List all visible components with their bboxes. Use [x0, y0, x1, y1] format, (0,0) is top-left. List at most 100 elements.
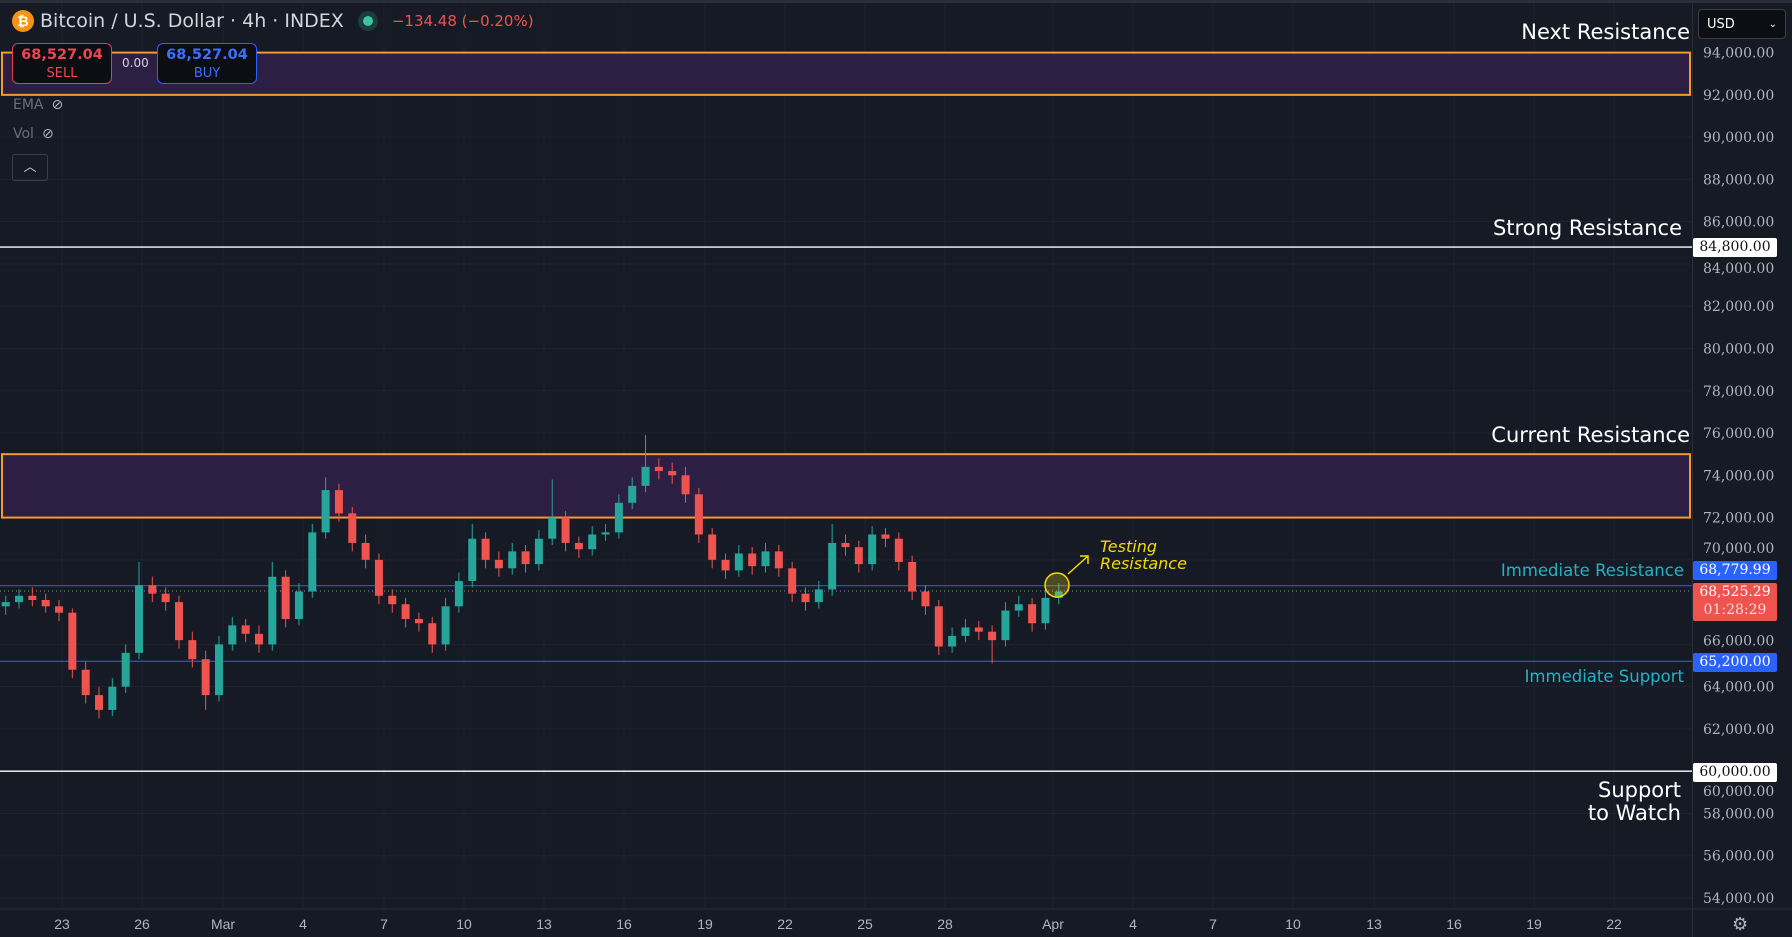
candle-body — [521, 551, 530, 565]
candle — [814, 580, 823, 609]
candle-body — [974, 627, 983, 632]
candle — [628, 477, 637, 510]
candle-body — [481, 538, 490, 560]
chevron-down-icon: ⌄ — [1768, 19, 1777, 30]
candle — [68, 608, 77, 679]
candle — [241, 619, 250, 643]
candle — [934, 599, 943, 655]
time-tick-label: 22 — [1606, 916, 1622, 932]
buy-label: BUY — [193, 66, 221, 81]
candle — [1054, 583, 1063, 605]
candle-body — [135, 585, 143, 653]
price-tick-label: 82,000.00 — [1703, 299, 1774, 315]
sell-price: 68,527.04 — [21, 47, 103, 63]
eye-off-icon[interactable]: ⊘ — [51, 97, 64, 113]
candle — [321, 477, 330, 539]
candle-body — [628, 485, 637, 503]
price-tick-label: 72,000.00 — [1703, 511, 1774, 527]
settings-gear-icon[interactable]: ⚙ — [1732, 914, 1749, 935]
candle — [654, 458, 663, 480]
last-price-badge: 68,525.29 01:28:29 — [1693, 583, 1777, 621]
candle — [268, 561, 277, 651]
candle — [174, 595, 183, 649]
candle-body — [1028, 604, 1037, 624]
candle-body — [908, 561, 917, 592]
candle-body — [881, 534, 890, 539]
price-tick-label: 90,000.00 — [1703, 130, 1774, 146]
indicator-ema[interactable]: EMA ⊘ — [13, 97, 63, 113]
time-tick-label: 28 — [937, 916, 953, 932]
currency-select[interactable]: USD ⌄ — [1698, 9, 1786, 39]
sell-label: SELL — [46, 66, 78, 81]
candle — [441, 597, 450, 651]
candle — [508, 542, 517, 575]
time-tick-label: 22 — [777, 916, 793, 932]
candle — [708, 528, 717, 569]
candle — [361, 534, 370, 569]
candle-body — [814, 589, 823, 603]
candle-body — [588, 534, 597, 550]
symbol-title[interactable]: Bitcoin / U.S. Dollar · 4h · INDEX — [40, 10, 344, 32]
candle-body — [294, 591, 303, 620]
collapse-indicators-button[interactable]: ︿ — [12, 154, 48, 181]
candle-body — [948, 635, 957, 647]
candle — [481, 532, 490, 569]
candle — [188, 631, 197, 668]
time-tick-label: 10 — [1285, 916, 1301, 932]
candle-body — [654, 466, 663, 472]
eye-off-icon[interactable]: ⊘ — [41, 126, 54, 142]
candle — [521, 545, 530, 573]
candle — [348, 507, 357, 552]
candle-body — [108, 686, 117, 710]
candle-body — [641, 466, 650, 486]
price-tick-label: 60,000.00 — [1703, 784, 1774, 800]
buy-button[interactable]: 68,527.04 BUY — [157, 43, 257, 84]
candle — [828, 523, 837, 596]
candle — [841, 534, 850, 556]
candle-body — [921, 591, 930, 607]
arrow-icon — [1067, 555, 1089, 575]
candle — [135, 561, 143, 660]
candle-body — [15, 595, 24, 603]
note-line2: Resistance — [1100, 554, 1187, 573]
candle — [774, 545, 783, 577]
candle-body — [601, 532, 610, 535]
candle — [374, 553, 383, 605]
candle-body — [81, 669, 90, 696]
candle — [214, 635, 223, 702]
candle — [788, 561, 797, 603]
candle-body — [961, 627, 970, 636]
candle — [428, 616, 437, 653]
candle — [41, 593, 50, 613]
market-status-icon[interactable] — [357, 11, 378, 31]
candle-body — [281, 576, 290, 620]
sell-button[interactable]: 68,527.04 SELL — [12, 43, 112, 84]
candle-body — [988, 631, 997, 641]
candle-body — [201, 659, 210, 696]
time-tick-label: 7 — [380, 916, 388, 932]
candle — [95, 686, 104, 719]
candle-body — [68, 612, 77, 670]
price-tick-label: 62,000.00 — [1703, 722, 1774, 738]
indicator-vol[interactable]: Vol ⊘ — [13, 126, 54, 142]
candle — [28, 587, 37, 607]
candle — [121, 644, 130, 693]
candle-body — [334, 490, 343, 514]
candle — [614, 494, 623, 539]
candle — [574, 536, 583, 558]
candle-body — [441, 606, 450, 645]
arrow-head-icon — [1080, 555, 1089, 564]
candle — [681, 466, 690, 503]
candle — [734, 545, 743, 577]
candle-body — [668, 471, 677, 476]
candle — [201, 650, 210, 710]
candle — [294, 583, 303, 626]
time-tick-label: 4 — [1129, 916, 1137, 932]
buy-price: 68,527.04 — [166, 47, 248, 63]
candle-body — [401, 604, 410, 620]
candle — [388, 589, 397, 613]
time-tick-label: Mar — [211, 916, 235, 932]
resistance-zone — [1, 453, 1691, 519]
price-tick-label: 66,000.00 — [1703, 633, 1774, 649]
